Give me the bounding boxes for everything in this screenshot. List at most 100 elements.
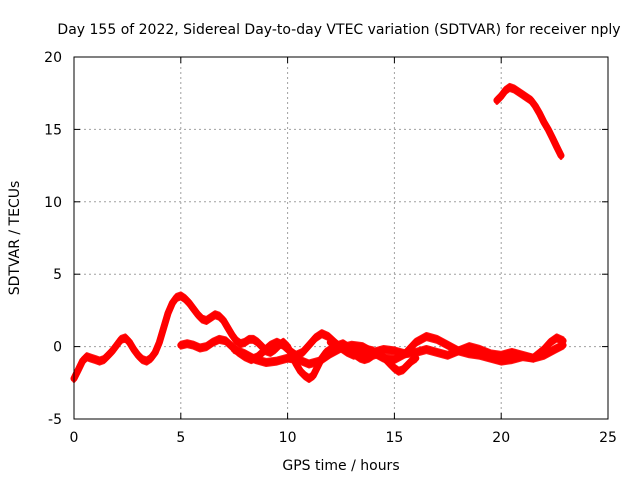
data-point	[361, 357, 367, 363]
data-point	[242, 339, 248, 345]
data-point	[306, 375, 312, 381]
data-point	[127, 339, 133, 345]
data-point	[445, 342, 451, 348]
data-point	[109, 348, 115, 354]
y-tick-label: -5	[48, 412, 62, 428]
data-point	[528, 97, 534, 103]
data-point	[261, 348, 267, 354]
data-point	[263, 360, 269, 366]
data-point	[511, 86, 517, 92]
x-tick-label: 20	[492, 430, 510, 446]
y-tick-label: 0	[53, 340, 62, 356]
x-tick-label: 10	[279, 430, 297, 446]
data-point	[203, 344, 209, 350]
data-point	[75, 367, 81, 373]
plot-frame	[73, 56, 609, 420]
data-point	[148, 355, 154, 361]
data-point	[541, 346, 547, 352]
data-point	[391, 357, 397, 363]
series-track-4	[326, 333, 567, 363]
y-tick-label: 5	[53, 267, 62, 283]
data-point	[396, 368, 402, 374]
data-point	[268, 342, 274, 348]
x-tick-label: 0	[70, 430, 79, 446]
data-point	[400, 367, 406, 373]
data-point	[223, 338, 229, 344]
y-tick-label: 15	[44, 122, 62, 138]
data-point	[370, 349, 376, 355]
data-point	[178, 293, 184, 299]
data-point	[520, 92, 526, 98]
data-point	[552, 346, 558, 352]
data-point	[225, 325, 231, 331]
data-point	[191, 306, 197, 312]
data-point	[413, 349, 419, 355]
data-point	[169, 300, 175, 306]
data-point	[509, 357, 515, 363]
data-point	[306, 342, 312, 348]
chart-title: Day 155 of 2022, Sidereal Day-to-day VTE…	[57, 22, 620, 38]
y-tick-label: 10	[44, 195, 62, 211]
data-point	[509, 349, 515, 355]
data-point	[221, 318, 227, 324]
data-point	[547, 339, 553, 345]
data-point	[203, 318, 209, 324]
data-point	[231, 346, 237, 352]
data-point	[404, 362, 410, 368]
data-point	[434, 336, 440, 342]
x-tick-label: 25	[599, 430, 617, 446]
data-point	[477, 346, 483, 352]
data-point	[144, 358, 150, 364]
data-point	[327, 339, 333, 345]
data-point	[302, 373, 308, 379]
data-point	[537, 110, 543, 116]
data-point	[274, 339, 280, 345]
data-point	[494, 97, 500, 103]
y-tick-label: 20	[44, 50, 62, 66]
data-point	[297, 368, 303, 374]
data-series-group	[70, 82, 567, 383]
y-axis-label: SDTVAR / TECUs	[7, 181, 23, 296]
data-point	[253, 357, 259, 363]
data-point	[165, 310, 171, 316]
x-axis-label: GPS time / hours	[282, 458, 399, 474]
data-point	[285, 355, 291, 361]
data-point	[280, 342, 286, 348]
data-point	[250, 336, 256, 342]
y-tick-labels: -5 0 5 10 15 20	[44, 50, 62, 428]
data-point	[423, 333, 429, 339]
data-point	[131, 346, 137, 352]
data-point	[520, 352, 526, 358]
data-point	[212, 312, 218, 318]
data-point	[295, 357, 301, 363]
data-point	[338, 344, 344, 350]
data-point	[210, 339, 216, 345]
data-point	[152, 349, 158, 355]
data-point	[455, 348, 461, 354]
data-point	[554, 335, 560, 341]
data-point	[524, 95, 530, 101]
data-point	[229, 332, 235, 338]
data-point	[306, 361, 312, 367]
data-point	[184, 341, 190, 347]
data-point	[434, 349, 440, 355]
data-point	[300, 349, 306, 355]
data-point	[545, 126, 551, 132]
data-point	[310, 373, 316, 379]
data-point	[466, 351, 472, 357]
data-point	[466, 344, 472, 350]
data-point	[118, 336, 124, 342]
series-line-lower	[232, 338, 565, 369]
data-point	[191, 342, 197, 348]
series-line-lower	[495, 88, 563, 160]
data-point	[97, 358, 103, 364]
data-point	[498, 352, 504, 358]
data-point	[423, 346, 429, 352]
data-point	[558, 152, 564, 158]
data-point	[274, 358, 280, 364]
data-point	[502, 87, 508, 93]
data-point	[161, 325, 167, 331]
data-point	[135, 352, 141, 358]
